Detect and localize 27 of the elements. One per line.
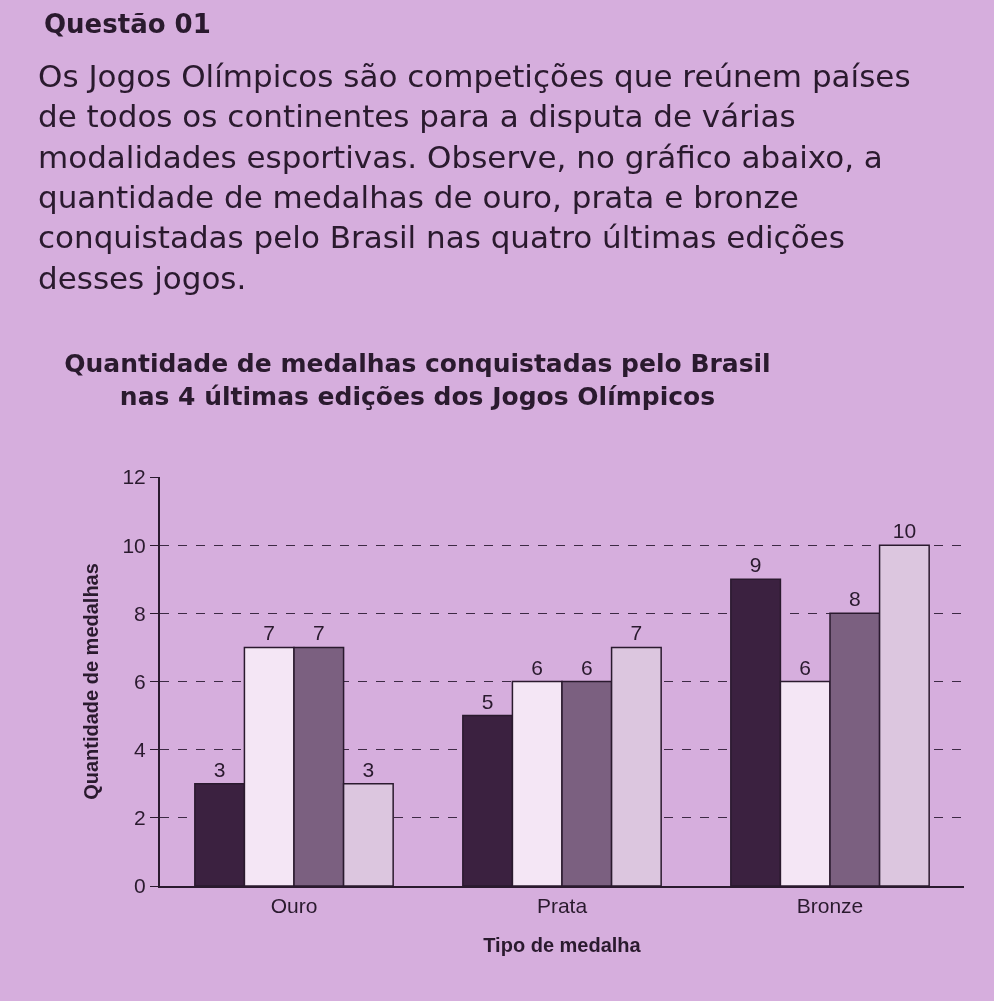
y-tick-label: 2 <box>134 806 146 830</box>
x-tick-label: Bronze <box>796 894 864 918</box>
y-axis-title: Quantidade de medalhas <box>80 563 103 800</box>
data-label: 6 <box>580 655 593 679</box>
y-tick-label: 0 <box>134 874 146 898</box>
x-tick-label: Prata <box>536 894 588 918</box>
y-tick-label: 12 <box>122 465 146 489</box>
text: Os Jogos Olímpicos são competições que reúnem países de todos os continentes para a disputa de várias modalidades esportivas. Observe, no gráfico abaixo, a quantidade de medalhas de ouro, prata e bronze conquistadas pelo Brasil nas quatro últimas edições desses jogos. <box>38 58 911 296</box>
data-label: 3 <box>362 757 375 781</box>
data-label: 6 <box>531 655 544 679</box>
y-tick-label: 10 <box>122 533 146 557</box>
data-label: 10 <box>892 519 917 543</box>
data-label: 7 <box>630 621 643 645</box>
y-tick-label: 4 <box>134 738 147 762</box>
data-label: 5 <box>481 689 494 713</box>
data-label: 7 <box>312 621 325 645</box>
y-tick-label: 8 <box>134 601 146 625</box>
data-label: 7 <box>263 621 276 645</box>
x-tick-label: Ouro <box>270 894 318 918</box>
x-axis-title: Tipo de medalha <box>483 934 642 957</box>
data-label: 8 <box>848 587 861 611</box>
text: Questão 01 <box>44 9 211 39</box>
data-label: 9 <box>749 553 762 577</box>
chart-title: Quantidade de medalhas conquistadas pelo Brasil nas 4 últimas edições dos Jogos Olímpicos <box>64 349 771 411</box>
data-label: 6 <box>799 655 812 679</box>
data-label: 3 <box>213 757 226 781</box>
y-tick-label: 6 <box>134 669 146 693</box>
